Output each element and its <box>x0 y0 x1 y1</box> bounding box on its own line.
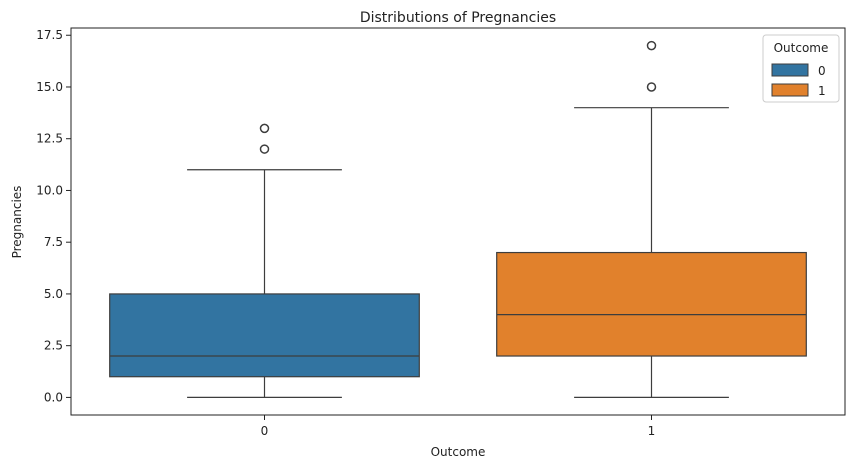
legend-swatch-1 <box>771 83 809 97</box>
y-axis: 0.0 2.5 5.0 7.5 10.0 12.5 15.0 17.5 <box>36 28 71 404</box>
y-tick-label: 10.0 <box>36 183 63 197</box>
iqr-box <box>109 293 420 378</box>
y-tick-label: 2.5 <box>44 339 63 353</box>
y-tick-label: 0.0 <box>44 390 63 404</box>
x-axis-label: Outcome <box>431 445 486 459</box>
y-tick-label: 17.5 <box>36 28 63 42</box>
x-tick-label: 0 <box>261 424 269 438</box>
y-tick-label: 15.0 <box>36 80 63 94</box>
outlier-point <box>259 123 270 134</box>
outlier-point <box>646 40 657 51</box>
box-group-1 <box>496 40 807 399</box>
outlier-point <box>646 82 657 92</box>
legend-label-0: 0 <box>818 64 826 78</box>
legend-label-1: 1 <box>818 84 826 98</box>
x-tick-label: 1 <box>648 424 656 438</box>
y-tick-label: 5.0 <box>44 287 63 301</box>
y-tick-label: 7.5 <box>44 235 63 249</box>
iqr-box <box>496 251 807 357</box>
outlier-point <box>259 144 270 154</box>
legend: Outcome 0 1 <box>762 34 840 103</box>
y-tick-label: 12.5 <box>36 132 63 146</box>
boxes <box>109 40 807 399</box>
chart-title: Distributions of Pregnancies <box>360 10 556 26</box>
y-axis-label: Pregnancies <box>10 186 24 259</box>
legend-swatch-0 <box>771 63 809 77</box>
legend-title: Outcome <box>774 41 829 55</box>
box-group-0 <box>109 123 420 399</box>
